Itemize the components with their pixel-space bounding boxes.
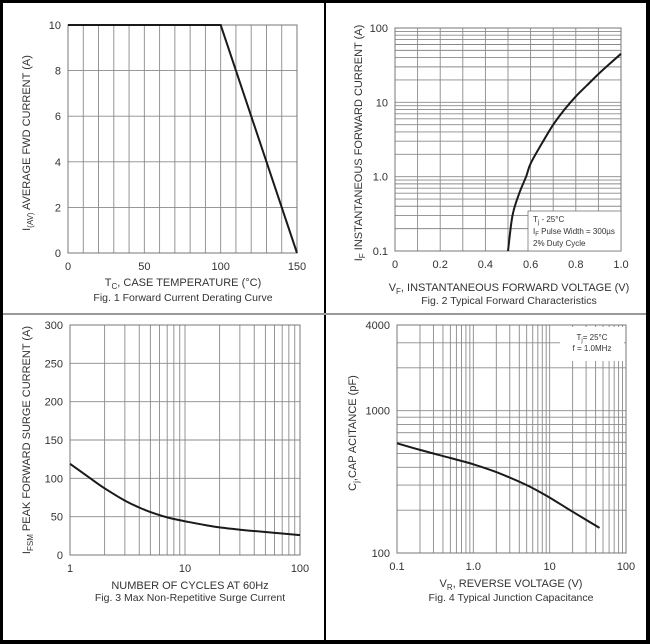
fig2-chart: Tj - 25°C IF Pulse Width = 300µs 2% Duty… bbox=[353, 23, 629, 307]
fig1-ylabel: I(AV) AVERAGE FWD CURRENT (A) bbox=[21, 55, 35, 231]
fig1-xtick-label: 150 bbox=[288, 261, 306, 273]
fig1-ytick-label: 4 bbox=[55, 157, 61, 169]
fig2-legend-line1: Tj - 25°C bbox=[533, 215, 564, 226]
fig4-legend: Tj= 25°C f = 1.0MHz bbox=[560, 327, 624, 361]
fig4-series-capacitance bbox=[396, 442, 601, 529]
fig2-xtick-label: 0.4 bbox=[478, 259, 493, 271]
fig2-legend: Tj - 25°C IF Pulse Width = 300µs 2% Duty… bbox=[527, 210, 622, 252]
fig3-caption: Fig. 3 Max Non-Repetitive Surge Current bbox=[95, 592, 285, 604]
fig4-legend-line1: Tj= 25°C bbox=[576, 333, 607, 344]
fig1-ytick-label: 2 bbox=[55, 202, 61, 214]
fig2-ytick-label: 0.1 bbox=[373, 246, 388, 258]
fig4-xtick-label: 100 bbox=[617, 561, 635, 573]
fig4-xtick-label: 1.0 bbox=[466, 561, 481, 573]
fig1-caption: Fig. 1 Forward Current Derating Curve bbox=[93, 292, 272, 304]
fig4-plot-frame bbox=[396, 324, 627, 554]
fig4-chart: Tj= 25°C f = 1.0MHz 0.1 1.0 10 100 100 1000 40… bbox=[347, 320, 635, 604]
fig1-ytick-label: 6 bbox=[55, 111, 61, 123]
fig2-series-forward bbox=[507, 53, 622, 252]
fig3-chart: 1 10 100 0 50 100 150 200 250 300 IFSM PEAK FORWA… bbox=[21, 320, 309, 604]
fig2-ytick-label: 10 bbox=[376, 97, 388, 109]
fig2-legend-box bbox=[527, 210, 622, 252]
fig1-ytick-label: 8 bbox=[55, 66, 61, 78]
fig2-ytick-label: 100 bbox=[370, 23, 388, 35]
fig3-xtick-label: 10 bbox=[179, 563, 191, 575]
fig1-grid bbox=[67, 24, 298, 254]
vertical-divider bbox=[324, 3, 326, 640]
fig3-xtick-label: 100 bbox=[291, 563, 309, 575]
fig3-ytick-label: 0 bbox=[57, 550, 63, 562]
fig2-legend-line2: IF Pulse Width = 300µs bbox=[533, 227, 615, 238]
fig3-ytick-label: 150 bbox=[45, 435, 63, 447]
fig4-ticks: 0.1 1.0 10 100 100 1000 4000 bbox=[366, 320, 636, 573]
datasheet-sheet: 0 50 100 150 0 2 4 6 8 10 I(AV) AVERAGE FWD CURRE… bbox=[3, 3, 646, 640]
fig3-ticks: 1 10 100 0 50 100 150 200 250 300 bbox=[45, 320, 310, 575]
fig1-xlabel: TC, CASE TEMPERATURE (°C) bbox=[105, 277, 261, 291]
fig2-xtick-label: 0.8 bbox=[568, 259, 583, 271]
fig3-curve-layer bbox=[69, 462, 301, 537]
fig2-caption: Fig. 2 Typical Forward Characteristics bbox=[421, 295, 596, 307]
fig3-xlabel: NUMBER OF CYCLES AT 60Hz bbox=[111, 580, 268, 592]
fig2-legend-line3: 2% Duty Cycle bbox=[533, 239, 586, 248]
fig2-xtick-label: 0.2 bbox=[433, 259, 448, 271]
fig1-chart: 0 50 100 150 0 2 4 6 8 10 I(AV) AVERAGE FWD CURRE… bbox=[21, 20, 306, 304]
fig1-ticks: 0 50 100 150 0 2 4 6 8 10 bbox=[49, 20, 306, 273]
fig1-xtick-label: 50 bbox=[138, 261, 150, 273]
fig4-xtick-label: 0.1 bbox=[389, 561, 404, 573]
fig4-legend-box bbox=[560, 327, 624, 361]
fig3-ytick-label: 300 bbox=[45, 320, 63, 332]
fig1-curve-layer bbox=[68, 24, 298, 254]
fig3-ytick-label: 50 bbox=[51, 512, 63, 524]
fig2-xlabel: VF, INSTANTANEOUS FORWARD VOLTAGE (V) bbox=[389, 282, 630, 296]
fig1-ytick-label: 0 bbox=[55, 248, 61, 260]
fig4-xlabel: VR, REVERSE VOLTAGE (V) bbox=[440, 578, 583, 592]
fig3-ytick-label: 250 bbox=[45, 358, 63, 370]
fig1-series-derating bbox=[68, 24, 298, 254]
fig2-xtick-label: 1.0 bbox=[613, 259, 628, 271]
fig2-xtick-label: 0 bbox=[392, 259, 398, 271]
fig4-curve-layer bbox=[396, 442, 601, 529]
fig2-ytick-label: 1.0 bbox=[373, 172, 388, 184]
horizontal-divider bbox=[3, 313, 646, 315]
fig4-grid bbox=[396, 324, 627, 554]
fig4-ytick-label: 100 bbox=[372, 548, 390, 560]
fig3-ytick-label: 200 bbox=[45, 397, 63, 409]
fig3-plot-frame bbox=[69, 324, 301, 556]
fig4-ytick-label: 4000 bbox=[366, 320, 390, 332]
fig3-series-surge bbox=[69, 462, 301, 537]
fig4-legend-line2: f = 1.0MHz bbox=[573, 344, 612, 353]
fig1-xtick-label: 0 bbox=[65, 261, 71, 273]
fig4-caption: Fig. 4 Typical Junction Capacitance bbox=[429, 592, 594, 604]
fig3-ylabel: IFSM PEAK FORWARD SURGE CURRENT (A) bbox=[21, 326, 35, 554]
fig1-ytick-label: 10 bbox=[49, 20, 61, 32]
fig3-xtick-label: 1 bbox=[67, 563, 73, 575]
fig3-ytick-label: 100 bbox=[45, 473, 63, 485]
fig4-ytick-label: 1000 bbox=[366, 406, 390, 418]
fig4-ylabel: Cj,CAP ACITANCE (pF) bbox=[347, 375, 361, 491]
fig2-ticks: 0 0.2 0.4 0.6 0.8 1.0 0.1 1.0 10 100 bbox=[370, 23, 629, 271]
fig4-xtick-label: 10 bbox=[544, 561, 556, 573]
fig2-curve-layer bbox=[507, 53, 622, 252]
fig1-plot-frame bbox=[67, 24, 298, 254]
fig2-ylabel: IF INSTANTANEOUS FORWARD CURRENT (A) bbox=[353, 25, 367, 262]
fig1-xtick-label: 100 bbox=[211, 261, 229, 273]
fig2-xtick-label: 0.6 bbox=[523, 259, 538, 271]
